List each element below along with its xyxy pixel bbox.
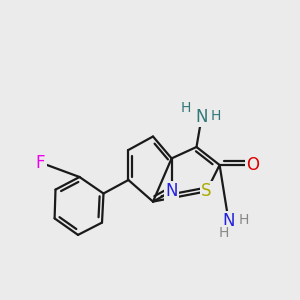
Text: H: H xyxy=(211,109,221,122)
Text: N: N xyxy=(195,108,208,126)
Text: H: H xyxy=(219,226,229,240)
Text: O: O xyxy=(246,156,259,174)
Text: F: F xyxy=(36,154,45,172)
Text: N: N xyxy=(165,182,178,200)
Text: H: H xyxy=(181,101,191,115)
Text: H: H xyxy=(238,213,249,227)
Text: S: S xyxy=(201,182,212,200)
Text: N: N xyxy=(222,212,235,230)
